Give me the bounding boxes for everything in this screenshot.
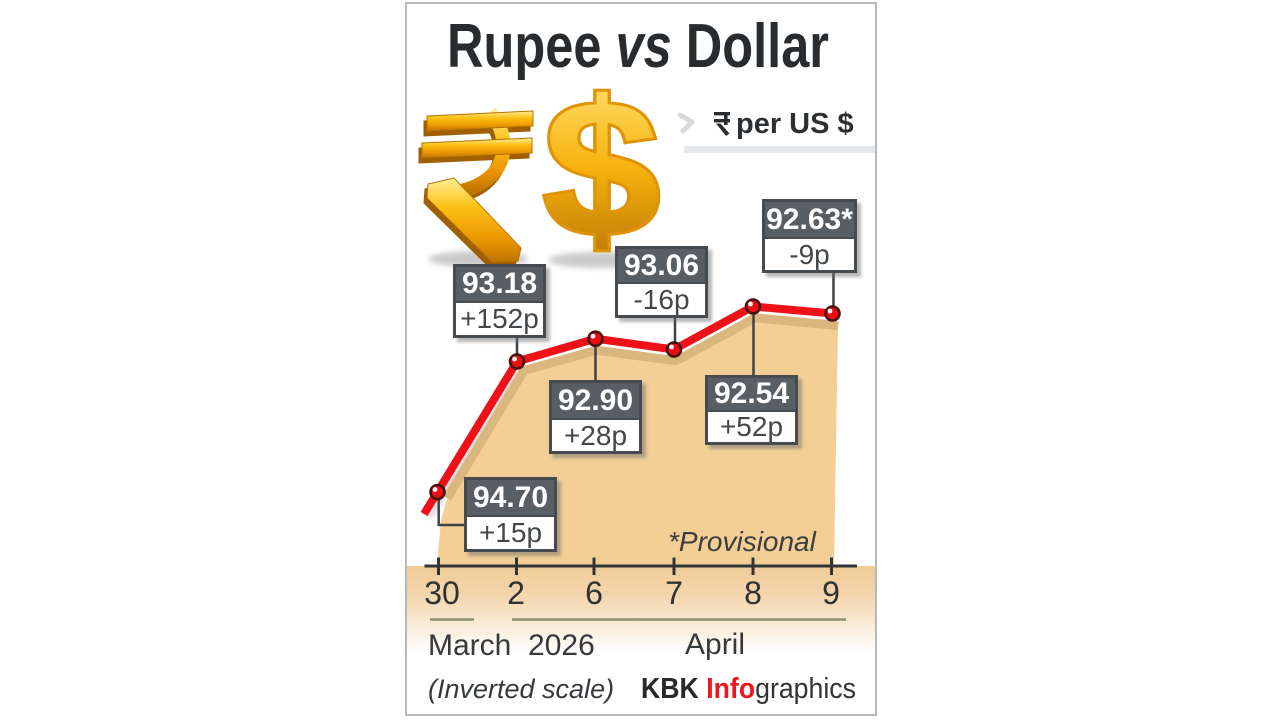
- svg-text:$: $: [543, 60, 660, 276]
